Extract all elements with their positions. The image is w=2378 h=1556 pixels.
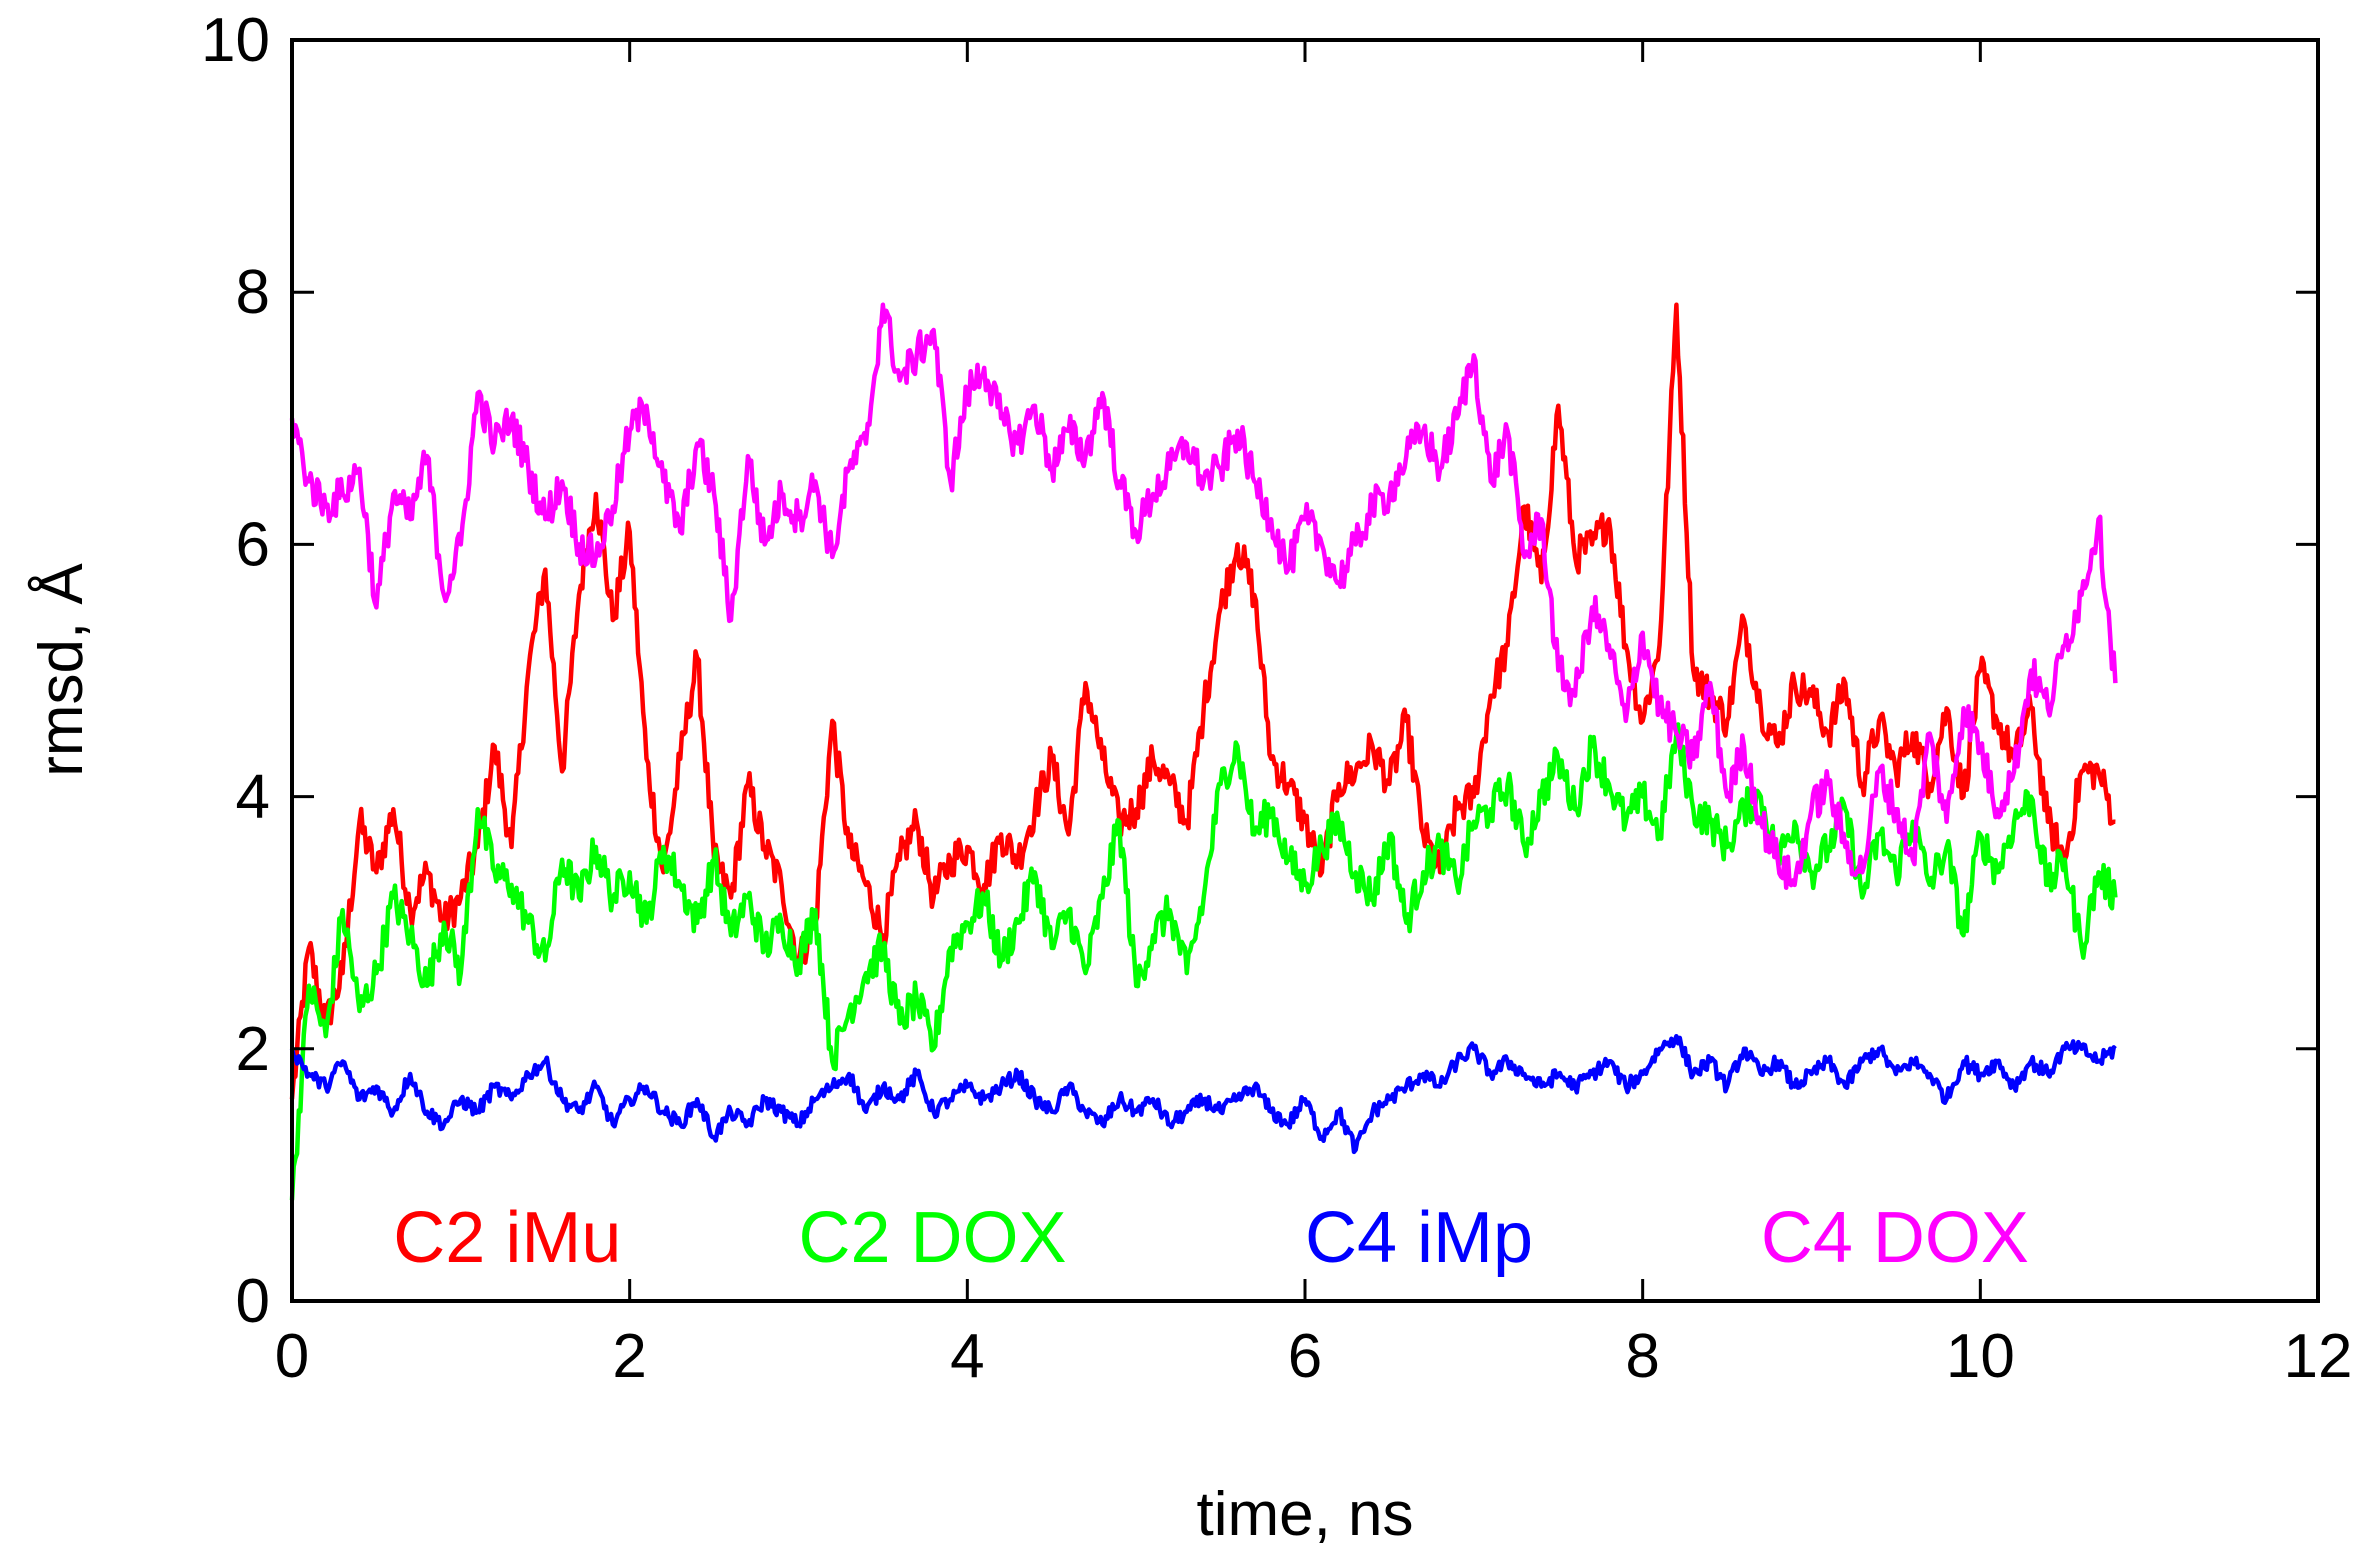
series-line-c2-dox	[289, 722, 2118, 1201]
plot-background	[292, 40, 2318, 1301]
x-tick-label: 4	[950, 1322, 984, 1391]
y-tick-label: 10	[201, 6, 270, 75]
y-tick-label: 2	[236, 1015, 270, 1084]
legend-label-c4-dox: C4 DOX	[1761, 1198, 2029, 1278]
legend-label-c2-imu: C2 iMu	[393, 1198, 621, 1278]
x-tick-label: 0	[275, 1322, 309, 1391]
y-tick-label: 4	[236, 763, 270, 832]
series-line-c4-dox	[289, 302, 2118, 890]
x-tick-label: 8	[1625, 1322, 1659, 1391]
x-tick-label: 2	[612, 1322, 646, 1391]
y-tick-label: 0	[236, 1267, 270, 1336]
x-axis-title: time, ns	[1196, 1480, 1413, 1549]
series-line-c4-imp	[289, 1033, 2117, 1155]
series-line-c2-imu	[289, 302, 2116, 1100]
legend-layer: C2 iMu C2 DOX C4 iMp C4 DOX	[393, 1198, 2029, 1278]
series-layer	[289, 302, 2118, 1201]
x-tick-label: 10	[1946, 1322, 2015, 1391]
y-axis-title: rmsd, Å	[27, 563, 96, 777]
y-tick-label: 8	[236, 258, 270, 327]
legend-label-c4-imp: C4 iMp	[1305, 1198, 1533, 1278]
x-tick-label: 12	[2284, 1322, 2353, 1391]
y-tick-label: 6	[236, 510, 270, 579]
legend-label-c2-dox: C2 DOX	[799, 1198, 1067, 1278]
x-tick-label: 6	[1288, 1322, 1322, 1391]
axis-layer: 0 2 4 6 8 10 12 0 2 4 6 8 10	[201, 6, 2352, 1391]
